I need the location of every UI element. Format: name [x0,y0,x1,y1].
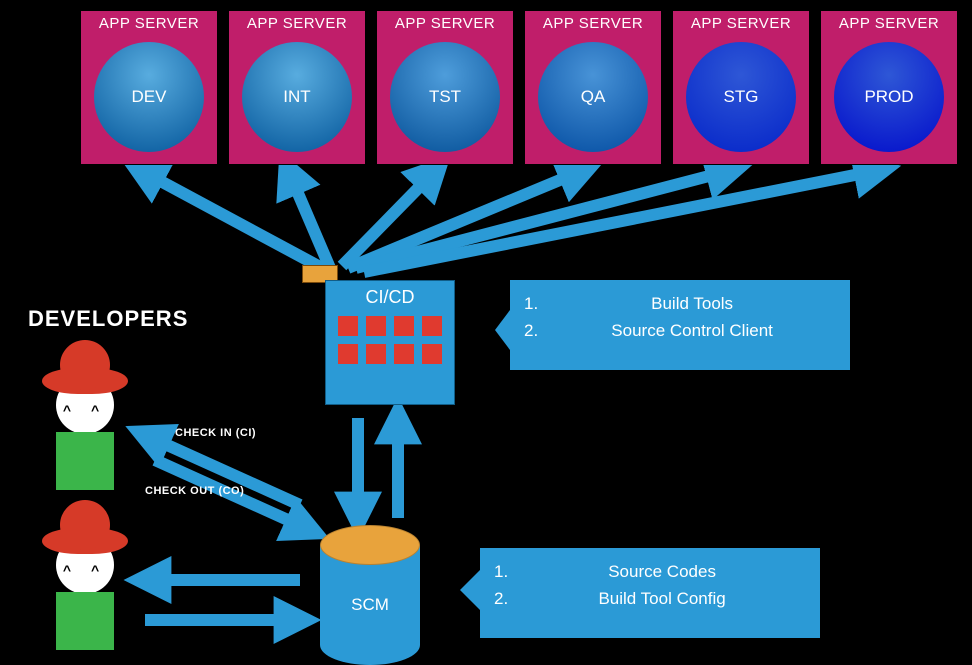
app-server-circle: PROD [834,42,944,152]
developer-body [56,592,114,650]
arrow [364,170,880,272]
developer-body [56,432,114,490]
cicd-cell [394,344,414,364]
developers-title: DEVELOPERS [28,306,188,332]
cicd-cell [366,344,386,364]
callout-num: 2. [494,585,508,612]
callout-top-items: Build Tools Source Control Client [548,290,836,360]
app-server-box: APP SERVER DEV [80,10,218,165]
app-server-box: APP SERVER STG [672,10,810,165]
app-server-box: APP SERVER QA [524,10,662,165]
scm-top [320,525,420,565]
arrow [356,170,732,268]
developer-face: ^ ^ [40,402,130,418]
developer-face: ^ ^ [40,562,130,578]
cicd-cell [394,316,414,336]
callout-bottom-nums: 1. 2. [494,558,508,628]
cicd-cell [338,316,358,336]
app-server-box: APP SERVER TST [376,10,514,165]
callout-bottom-items: Source Codes Build Tool Config [518,558,806,628]
cicd-cell [366,316,386,336]
app-server-circle: STG [686,42,796,152]
callout-source-codes: 1. 2. Source Codes Build Tool Config [480,548,820,638]
developer-icon: ^ ^ [40,340,130,490]
app-server-title: APP SERVER [247,15,347,32]
callout-item: Source Codes [518,558,806,585]
callout-top-nums: 1. 2. [524,290,538,360]
callout-num: 1. [494,558,508,585]
check-in-label: CHECK IN (CI) [175,427,256,439]
callout-item: Build Tool Config [518,585,806,612]
app-server-circle: TST [390,42,500,152]
callout-build-tools: 1. 2. Build Tools Source Control Client [510,280,850,370]
check-out-label: CHECK OUT (CO) [145,485,244,497]
app-server-title: APP SERVER [395,15,495,32]
app-server-title: APP SERVER [691,15,791,32]
arrow [348,170,584,268]
arrow [140,170,322,268]
callout-item: Build Tools [548,290,836,317]
cicd-grid [338,316,442,364]
app-server-row: APP SERVERDEVAPP SERVERINTAPP SERVERTSTA… [80,10,958,165]
app-server-circle: QA [538,42,648,152]
callout-tail [495,310,510,350]
app-server-circle: INT [242,42,352,152]
arrow [342,170,436,266]
app-server-box: APP SERVER PROD [820,10,958,165]
arrow [288,170,330,268]
developer-icon: ^ ^ [40,500,130,650]
app-server-title: APP SERVER [543,15,643,32]
app-server-box: APP SERVER INT [228,10,366,165]
cicd-box: CI/CD [325,280,455,405]
app-server-circle: DEV [94,42,204,152]
app-server-title: APP SERVER [99,15,199,32]
cicd-cell [422,316,442,336]
app-server-title: APP SERVER [839,15,939,32]
developer-hat-top [60,500,110,550]
callout-num: 1. [524,290,538,317]
scm-cylinder: SCM [320,525,420,655]
callout-tail [460,570,480,610]
scm-label: SCM [320,595,420,615]
callout-item: Source Control Client [548,317,836,344]
callout-num: 2. [524,317,538,344]
developer-hat-top [60,340,110,390]
cicd-cell [338,344,358,364]
cicd-label: CI/CD [366,287,415,308]
cicd-cell [422,344,442,364]
